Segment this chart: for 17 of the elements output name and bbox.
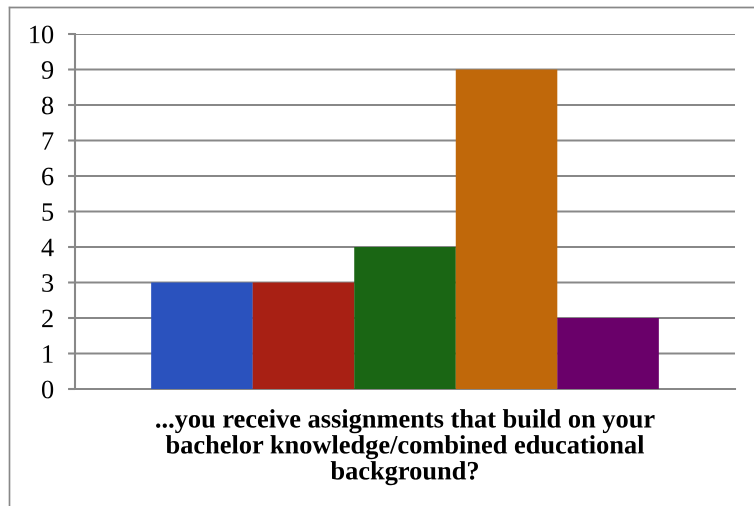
y-tick-label: 3 — [42, 274, 54, 292]
y-tick-label: 2 — [42, 310, 53, 328]
y-tick-label: 6 — [42, 168, 54, 186]
bar — [252, 282, 354, 389]
y-tick-label: 5 — [42, 203, 54, 221]
y-tick-label: 1 — [43, 345, 53, 363]
bar — [151, 282, 253, 389]
y-tick-label: 7 — [42, 132, 54, 150]
y-tick-label: 9 — [42, 61, 54, 79]
y-tick-label: 0 — [42, 380, 54, 398]
bar — [354, 247, 456, 389]
y-tick-label: 8 — [42, 96, 54, 114]
bar — [557, 318, 659, 389]
bar — [456, 70, 558, 389]
y-tick-label: 4 — [41, 238, 54, 256]
y-tick-label: 10 — [30, 26, 54, 44]
x-axis-title: ...you receive assignments that build on your bachelor knowledge/combined educational background? — [156, 409, 655, 486]
